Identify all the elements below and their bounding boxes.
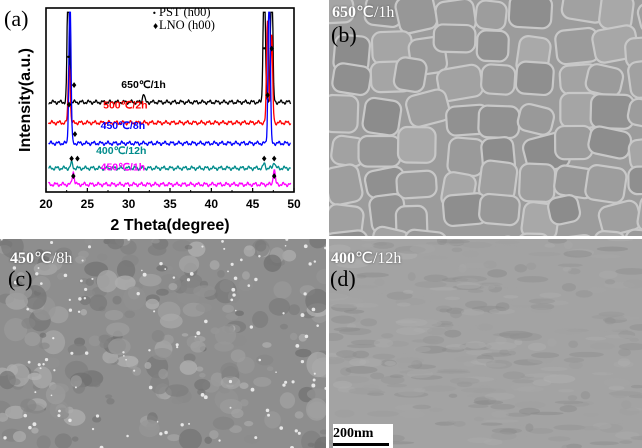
peak-marker: ♦ <box>71 130 78 139</box>
x-tick-label: 30 <box>122 197 136 211</box>
series-line <box>48 11 292 106</box>
xrd-chart: (a) 650℃/1h 500℃/2h 450℃/8h 400℃/12h 450℃/1h •… <box>4 5 301 234</box>
x-tick-label: 20 <box>39 197 53 211</box>
condition-time: ℃/12h <box>355 250 402 267</box>
y-axis-title: Intensity(a.u.) <box>17 48 34 152</box>
peak-marker: ♦ <box>66 101 73 110</box>
condition-time: ℃/8h <box>34 250 73 267</box>
condition-label: 400℃/12h <box>331 248 401 268</box>
xrd-chart-panel: (a) 650℃/1h 500℃/2h 450℃/8h 400℃/12h 450℃/1h •… <box>0 0 326 236</box>
series-line <box>48 11 291 147</box>
series-label: 450℃/8h <box>101 120 145 132</box>
series-line <box>47 169 292 188</box>
panel-letter: (b) <box>331 22 357 47</box>
sem-image-450c-8h: 450℃/8h (c) <box>0 239 326 448</box>
condition-label: 450℃/8h <box>10 248 72 268</box>
condition-temperature: 400 <box>331 250 355 267</box>
condition-temperature: 650 <box>332 4 356 21</box>
series-label: 450℃/1h <box>101 161 145 173</box>
peak-marker: ♦ <box>70 172 77 181</box>
legend-marker: ♦ <box>152 22 159 31</box>
series-label: 400℃/12h <box>96 145 146 157</box>
condition-time: ℃/1h <box>356 4 395 21</box>
condition-temperature: 450 <box>10 250 34 267</box>
sem-grain-texture <box>0 239 326 448</box>
scale-bar-label: 200nm <box>333 426 374 441</box>
x-tick-label: 35 <box>163 197 177 211</box>
peak-marker: ♦ <box>268 44 275 53</box>
x-axis-title: 2 Theta(degree) <box>110 217 229 234</box>
series-line <box>48 159 291 172</box>
legend-label: PST (h00) <box>159 5 211 19</box>
peak-marker: ♦ <box>261 155 268 164</box>
peak-marker: ♦ <box>271 155 278 164</box>
sem-image-400c-12h: 400℃/12h (d) <box>329 239 642 448</box>
condition-label: 650℃/1h <box>332 2 394 22</box>
peak-marker: ♦ <box>271 172 278 181</box>
panel-letter: (a) <box>4 6 28 31</box>
series-line <box>47 20 292 126</box>
legend-marker: • <box>152 9 157 18</box>
peak-marker: ♦ <box>74 155 81 164</box>
sem-image-650c-1h: 650℃/1h (b) <box>329 0 642 236</box>
x-tick-label: 50 <box>287 197 301 211</box>
peak-marker: • <box>66 53 71 62</box>
panel-letter: (d) <box>330 266 356 291</box>
series-label: 500℃/2h <box>103 100 147 112</box>
scale-bar: 200nm <box>333 424 393 448</box>
x-tick-label: 40 <box>205 197 219 211</box>
peak-marker: ♦ <box>71 81 78 90</box>
sem-grain-texture <box>329 239 642 448</box>
legend-label: LNO (h00) <box>159 18 215 32</box>
scale-bar-line <box>333 443 389 446</box>
x-tick-label: 25 <box>81 197 95 211</box>
x-tick-label: 45 <box>246 197 260 211</box>
plot-frame <box>45 7 295 193</box>
peak-marker: ♦ <box>68 155 75 164</box>
sem-grain-texture <box>329 0 642 236</box>
panel-letter: (c) <box>8 266 33 291</box>
peak-marker: • <box>262 44 267 53</box>
peak-marker: ♦ <box>264 91 271 100</box>
series-label: 650℃/1h <box>121 79 165 91</box>
